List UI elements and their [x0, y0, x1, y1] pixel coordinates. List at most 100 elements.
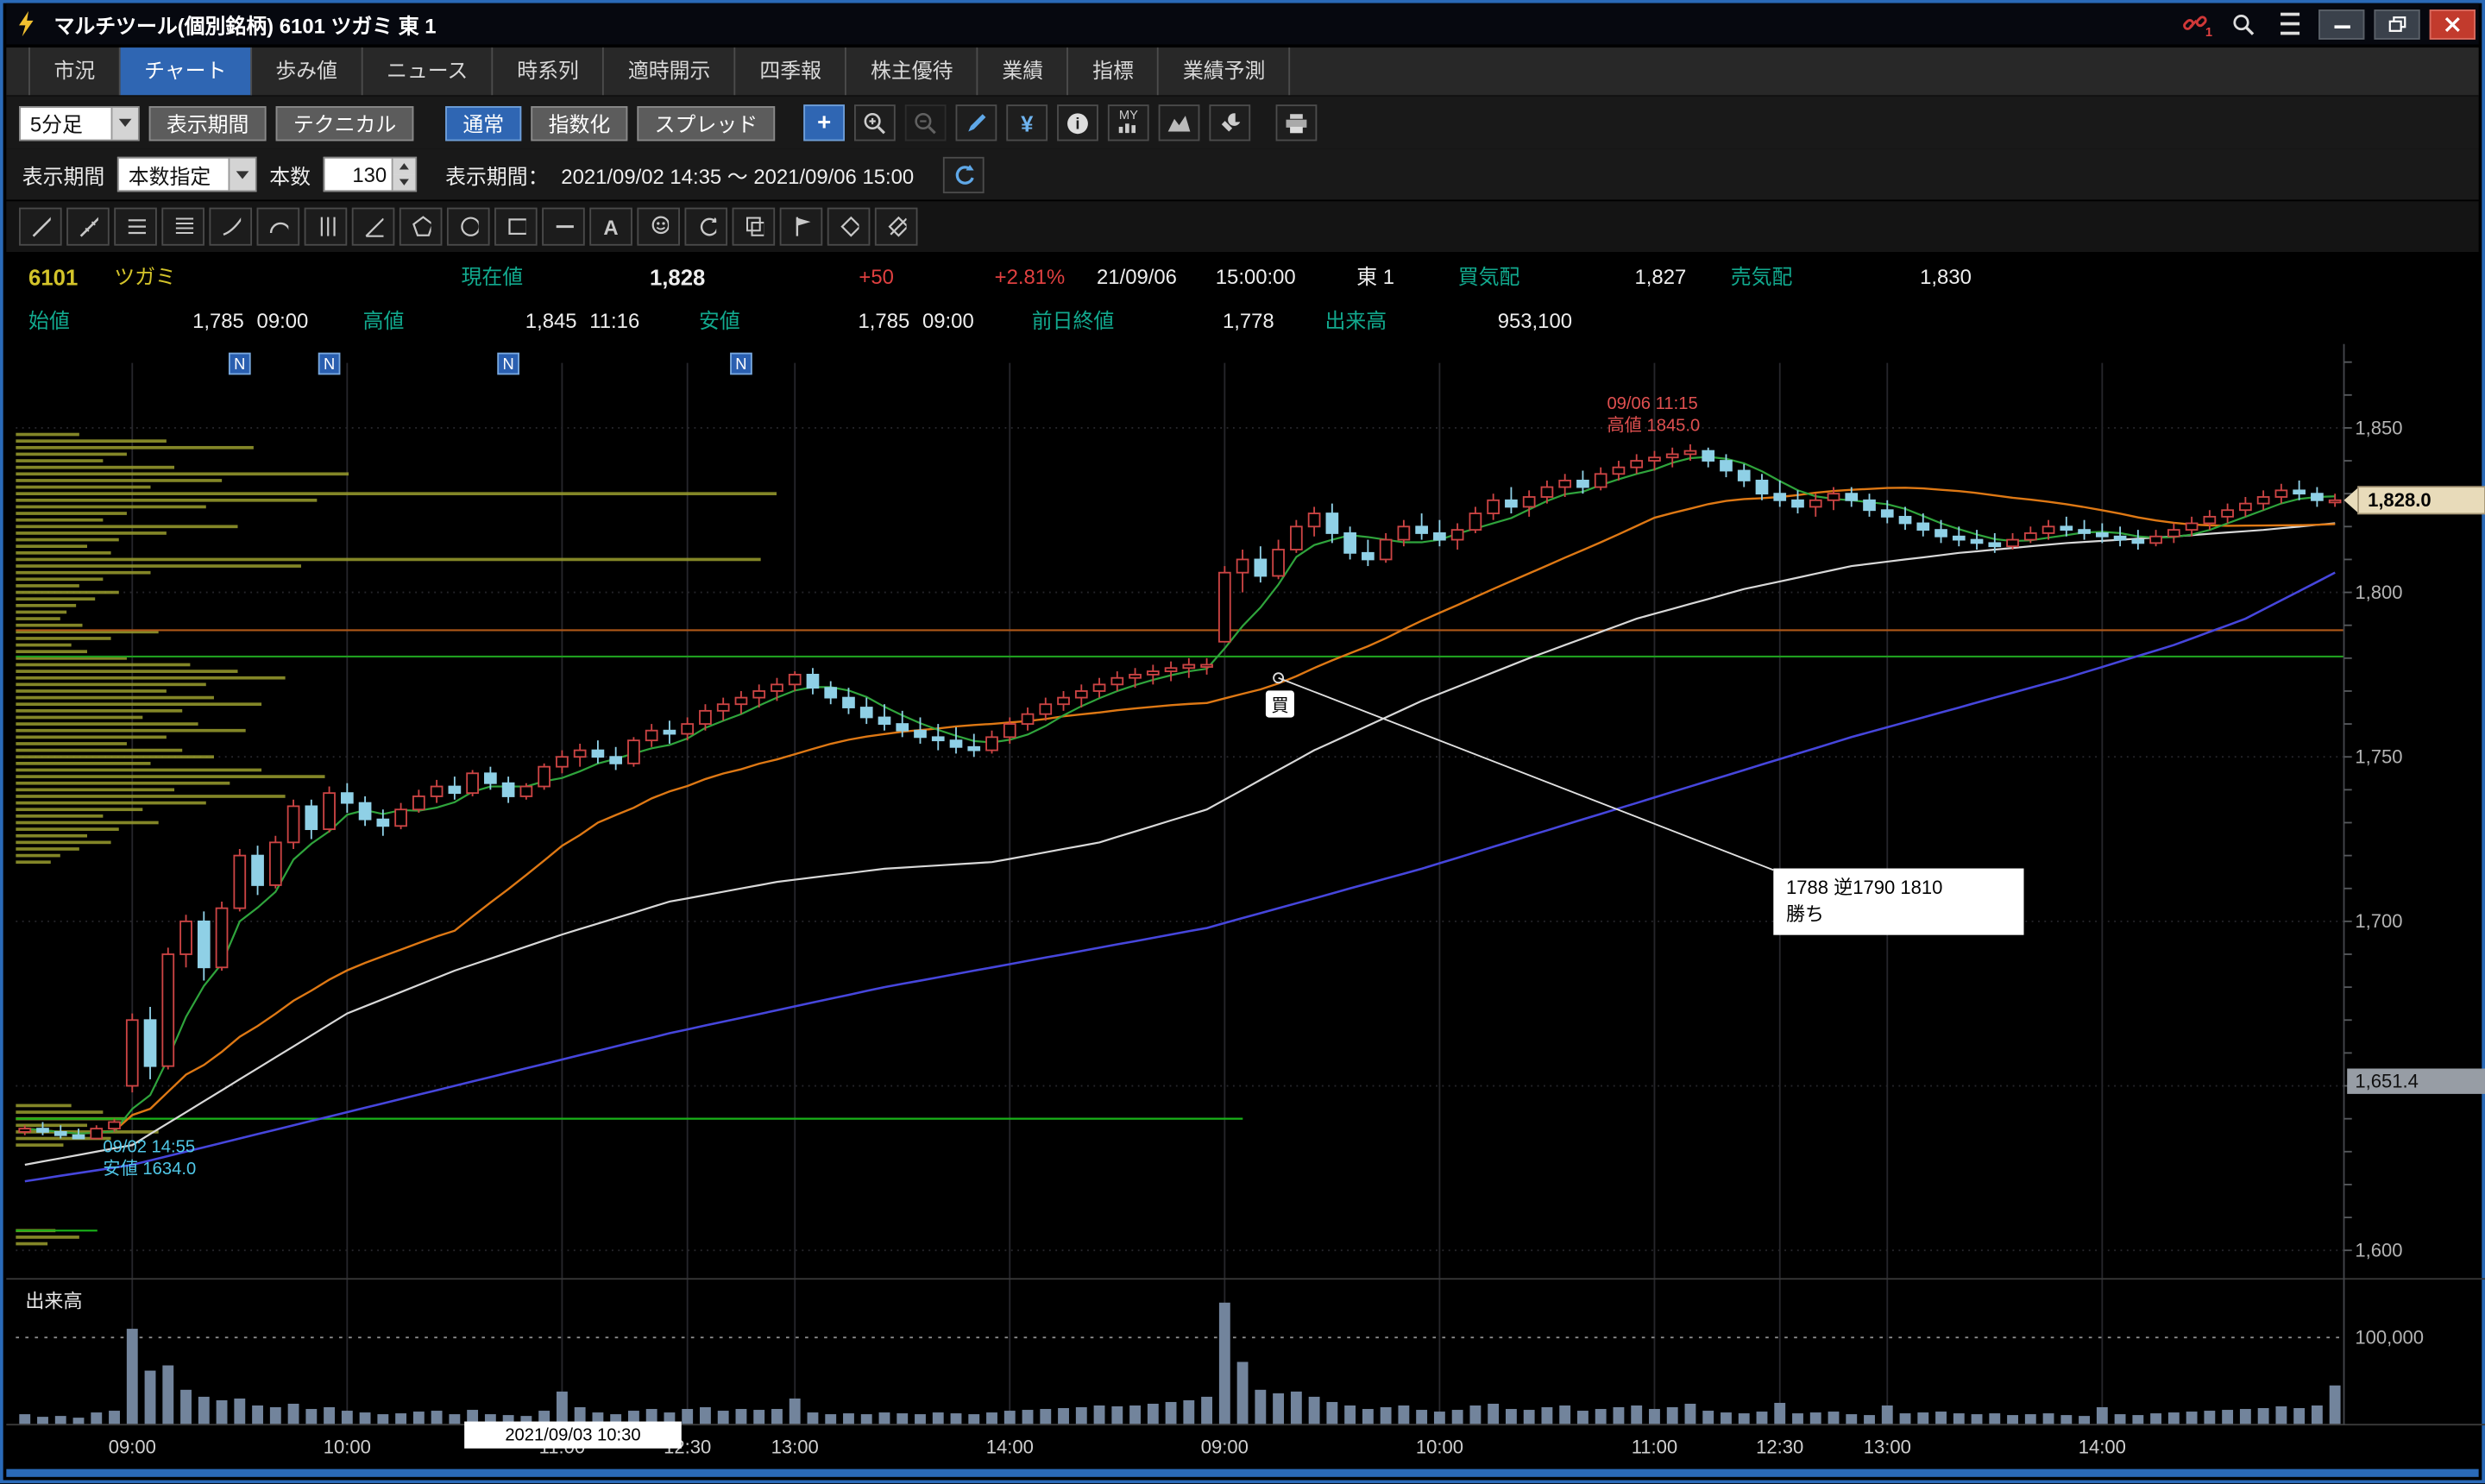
news-marker[interactable]	[228, 352, 251, 375]
candle	[1236, 558, 1249, 574]
draw-icon-stamp-button[interactable]	[637, 207, 680, 246]
draw-rectangle-button[interactable]	[494, 207, 538, 246]
tab-benefit[interactable]: 株主優待	[846, 47, 978, 96]
close-button[interactable]	[2429, 9, 2476, 39]
draw-vertical-lines-button[interactable]	[304, 207, 348, 246]
draw-trendline-button[interactable]	[19, 207, 62, 246]
volume-bar	[1809, 1412, 1821, 1425]
candle	[519, 785, 533, 797]
timeframe-value: 5分足	[29, 112, 83, 136]
draw-fibonacci-button[interactable]	[209, 207, 253, 246]
yen-display-button[interactable]: ¥	[1006, 104, 1048, 141]
tab-market[interactable]: 市況	[28, 47, 121, 96]
volume-profile-bar	[16, 715, 143, 720]
draw-pencil-button[interactable]	[955, 104, 997, 141]
candle	[448, 785, 462, 795]
candle	[2060, 525, 2073, 531]
layers-button[interactable]	[732, 207, 776, 246]
volume-bar	[1398, 1405, 1410, 1425]
spread-button[interactable]: スプレッド	[637, 105, 776, 141]
bar-count-input[interactable]	[323, 156, 418, 192]
volume-bar	[1344, 1405, 1356, 1425]
tab-shikiho[interactable]: 四季報	[736, 47, 847, 96]
draw-pentagon-button[interactable]	[399, 207, 443, 246]
my-chart-button[interactable]: MY	[1108, 104, 1149, 141]
volume-bar	[1899, 1413, 1911, 1425]
candle	[1146, 670, 1160, 676]
draw-ellipse-button[interactable]	[446, 207, 490, 246]
tab-disclosure[interactable]: 適時開示	[604, 47, 736, 96]
volume-profile-bar	[16, 531, 167, 535]
eraser-button[interactable]	[827, 207, 871, 246]
search-icon[interactable]	[2224, 8, 2262, 40]
volume-profile-bar	[16, 485, 151, 489]
volume-profile-bar	[16, 505, 206, 509]
minimize-button[interactable]	[2318, 9, 2365, 39]
tab-news[interactable]: ニュース	[362, 47, 494, 96]
news-marker[interactable]	[730, 352, 752, 375]
news-marker[interactable]	[318, 352, 341, 375]
volume-bar	[1577, 1411, 1589, 1425]
price-chart[interactable]: N N N N 買 1,850 1,800 1,750 1,700 1,600 1,651.4 1,8…	[3, 343, 2485, 1477]
period-mode-select[interactable]: 本数指定	[116, 156, 257, 192]
draw-arc-button[interactable]	[256, 207, 300, 246]
crosshair-plus-button[interactable]: +	[803, 104, 846, 141]
print-button[interactable]	[1275, 104, 1318, 141]
volume-bar	[37, 1417, 48, 1425]
count-stepper[interactable]	[391, 158, 416, 191]
area-chart-button[interactable]	[1158, 104, 1200, 141]
volume-profile-bar	[16, 814, 104, 818]
volume-bar	[1273, 1393, 1285, 1425]
tab-ticks[interactable]: 歩み値	[252, 47, 363, 96]
volume-bar	[395, 1413, 407, 1425]
reset-period-button[interactable]	[942, 155, 985, 193]
tab-indicators[interactable]: 指標	[1069, 47, 1160, 96]
step-up-icon[interactable]	[393, 158, 416, 175]
draw-angle-line-button[interactable]	[351, 207, 395, 246]
rotate-icon	[700, 217, 717, 236]
volume-bar	[1559, 1405, 1571, 1425]
candle	[806, 673, 820, 689]
zoom-out-button[interactable]	[904, 104, 947, 141]
info-button[interactable]: i	[1057, 104, 1098, 141]
draw-segment-button[interactable]	[542, 207, 585, 246]
volume-axis-label: 100,000	[2355, 1327, 2424, 1349]
volume-bar	[2114, 1414, 2126, 1425]
tab-results[interactable]: 業績	[978, 47, 1069, 96]
technical-button[interactable]: テクニカル	[275, 105, 414, 141]
tab-chart[interactable]: チャート	[120, 47, 252, 96]
indexed-button[interactable]: 指数化	[531, 105, 628, 141]
candle	[1057, 696, 1070, 706]
news-marker[interactable]	[497, 352, 519, 375]
flag-button[interactable]	[779, 207, 823, 246]
draw-parallel-lines-button[interactable]	[161, 207, 204, 246]
settings-wrench-button[interactable]	[1209, 104, 1251, 141]
tab-timeseries[interactable]: 時系列	[494, 47, 605, 96]
zoom-in-button[interactable]	[854, 104, 896, 141]
volume-profile-bar	[16, 538, 119, 542]
draw-rotate-button[interactable]	[684, 207, 728, 246]
restore-button[interactable]	[2374, 9, 2420, 39]
draw-horizontal-line-button[interactable]	[114, 207, 157, 246]
volume-bar	[1433, 1412, 1445, 1425]
menu-icon[interactable]	[2271, 8, 2309, 40]
display-period-button[interactable]: 表示期間	[148, 105, 267, 141]
timeframe-select[interactable]: 5分足	[19, 105, 140, 141]
step-down-icon[interactable]	[393, 174, 416, 191]
volume-profile-bar	[16, 584, 79, 588]
volume-profile-bar	[16, 775, 325, 778]
draw-text-button[interactable]: A	[589, 207, 632, 246]
normal-chart-button[interactable]: 通常	[445, 105, 522, 141]
draw-ruler-button[interactable]	[66, 207, 110, 246]
link-icon[interactable]: 1	[2176, 8, 2214, 40]
zoom-out-icon	[915, 112, 936, 134]
trade-marker[interactable]	[1273, 672, 1285, 684]
volume-profile-bar	[16, 840, 111, 845]
candle	[1092, 683, 1106, 692]
trade-note-callout[interactable]: 1788 逆1790 1810 勝ち	[1773, 868, 2024, 935]
tab-forecast[interactable]: 業績予測	[1159, 47, 1291, 96]
volume-bar	[1093, 1405, 1105, 1425]
clear-all-button[interactable]	[874, 207, 918, 246]
candle	[1576, 480, 1589, 488]
count-field[interactable]	[324, 162, 392, 186]
